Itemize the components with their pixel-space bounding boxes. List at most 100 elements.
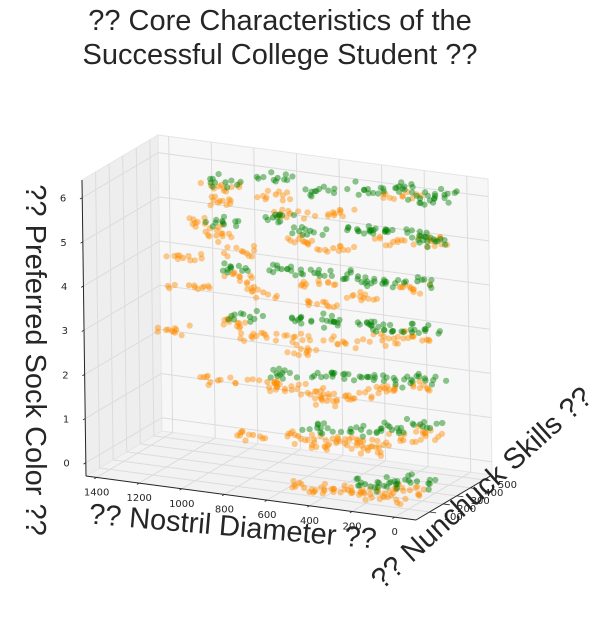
- data-point: [244, 286, 251, 293]
- data-point: [315, 266, 322, 273]
- data-point: [260, 289, 267, 296]
- data-point: [353, 424, 360, 431]
- data-point: [264, 187, 271, 194]
- data-point: [228, 312, 235, 319]
- data-point: [326, 303, 333, 310]
- data-point: [400, 329, 407, 336]
- data-point: [436, 328, 443, 335]
- data-point: [421, 326, 428, 333]
- data-point: [354, 273, 362, 280]
- data-point: [334, 319, 341, 326]
- data-point: [264, 291, 272, 298]
- data-point: [416, 239, 423, 246]
- data-point: [389, 226, 396, 234]
- data-point: [271, 380, 278, 387]
- data-point: [287, 263, 295, 270]
- data-point: [291, 440, 298, 448]
- data-point: [211, 193, 219, 200]
- data-point: [413, 191, 420, 198]
- data-point: [376, 496, 383, 503]
- data-point: [274, 380, 281, 387]
- data-point: [357, 489, 364, 496]
- data-point: [363, 373, 370, 380]
- data-point: [316, 280, 323, 288]
- data-point: [345, 247, 352, 254]
- data-point: [233, 244, 240, 251]
- data-point: [286, 369, 293, 376]
- data-point: [436, 233, 444, 241]
- data-point: [289, 428, 296, 435]
- data-point: [333, 396, 340, 403]
- data-point: [254, 286, 261, 293]
- data-point: [307, 227, 314, 234]
- data-point: [371, 484, 378, 491]
- data-point: [370, 189, 377, 197]
- data-point: [317, 393, 324, 400]
- data-point: [396, 428, 403, 435]
- data-point: [382, 190, 389, 198]
- data-point: [381, 385, 388, 392]
- data-point: [329, 373, 336, 380]
- data-point: [366, 321, 373, 328]
- data-point: [248, 274, 255, 281]
- data-point: [334, 322, 341, 329]
- data-point: [306, 299, 313, 306]
- data-point: [441, 194, 448, 202]
- data-point: [205, 282, 212, 289]
- data-point: [186, 215, 193, 222]
- data-point: [409, 234, 416, 241]
- data-point: [374, 479, 381, 486]
- data-point: [423, 336, 430, 343]
- data-point: [166, 285, 173, 292]
- data-point: [402, 476, 409, 483]
- data-point: [296, 479, 303, 486]
- data-point: [209, 223, 216, 230]
- data-point: [352, 345, 359, 352]
- data-point: [336, 316, 343, 323]
- data-point: [336, 242, 343, 250]
- data-point: [173, 326, 180, 333]
- data-point: [426, 424, 434, 432]
- data-point: [171, 325, 178, 332]
- x-axis-line: [85, 475, 417, 521]
- data-point: [398, 284, 405, 291]
- data-point: [407, 380, 414, 387]
- data-point: [368, 322, 375, 329]
- data-point: [399, 185, 406, 192]
- grid-line: [149, 139, 155, 436]
- data-point: [373, 383, 380, 391]
- data-point: [272, 191, 279, 198]
- data-point: [391, 478, 398, 485]
- data-point: [397, 424, 405, 431]
- data-point: [274, 383, 281, 390]
- data-point: [206, 225, 213, 232]
- data-point: [192, 223, 199, 230]
- grid-line: [158, 196, 489, 242]
- data-point: [416, 199, 423, 206]
- data-point: [416, 232, 423, 239]
- data-point: [205, 381, 212, 389]
- data-point: [348, 429, 355, 436]
- grid-line: [108, 163, 114, 460]
- data-point: [428, 277, 435, 284]
- data-point: [371, 278, 378, 285]
- data-point: [308, 193, 315, 200]
- data-point: [220, 213, 228, 220]
- data-point: [220, 321, 227, 328]
- data-point: [323, 226, 330, 233]
- data-point: [389, 327, 397, 335]
- data-point: [432, 373, 439, 380]
- data-point: [317, 429, 324, 436]
- data-point: [185, 282, 193, 289]
- z-tick-label: 0: [63, 459, 69, 470]
- data-point: [325, 279, 332, 286]
- grid-line: [266, 454, 344, 501]
- data-point: [315, 277, 322, 284]
- series-1: [202, 169, 460, 495]
- data-point: [241, 337, 248, 344]
- data-point: [304, 352, 312, 359]
- data-point: [416, 378, 423, 385]
- data-point: [266, 267, 273, 274]
- data-point: [219, 218, 226, 225]
- grid-line: [126, 451, 457, 497]
